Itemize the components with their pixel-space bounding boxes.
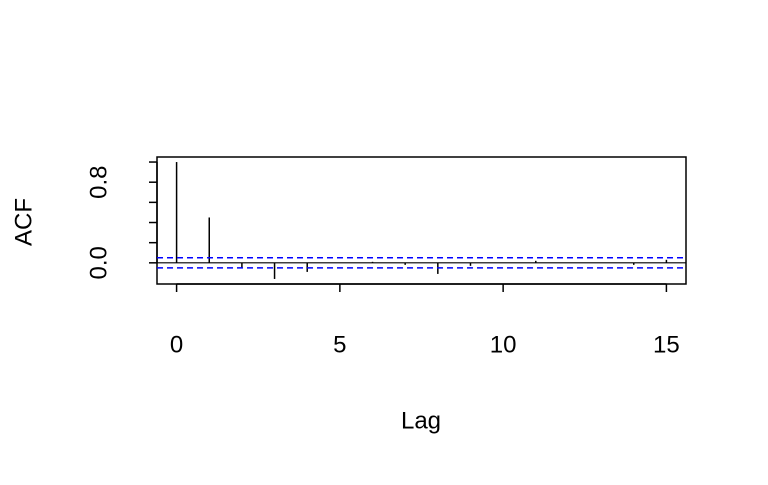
x-tick-label: 5 <box>333 331 346 358</box>
x-tick-label: 15 <box>653 331 680 358</box>
x-tick-label: 10 <box>490 331 517 358</box>
y-axis-label: ACF <box>10 198 37 246</box>
y-tick-label: 0.8 <box>85 166 112 199</box>
x-tick-label: 0 <box>170 331 183 358</box>
y-tick-label: 0.0 <box>85 246 112 279</box>
x-axis-label: Lag <box>401 407 441 434</box>
